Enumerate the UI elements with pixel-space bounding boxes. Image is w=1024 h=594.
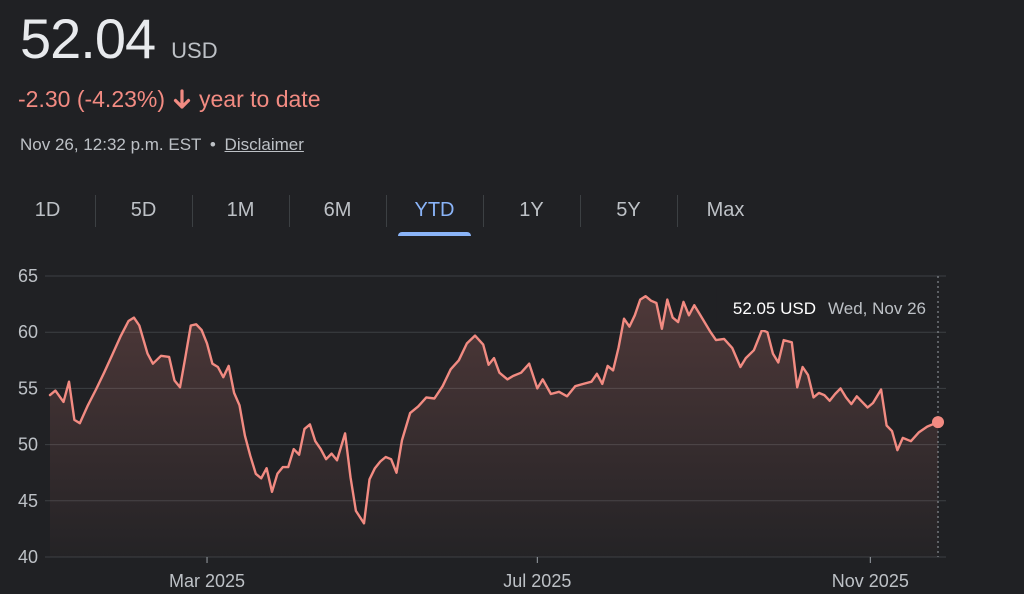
tab-5y[interactable]: 5Y: [580, 190, 677, 230]
tab-6m[interactable]: 6M: [289, 190, 386, 230]
tab-ytd[interactable]: YTD: [386, 190, 483, 236]
y-tick-label: 65: [18, 266, 38, 286]
range-tabs: 1D 5D 1M 6M YTD 1Y 5Y Max: [0, 190, 774, 236]
x-tick-label: Nov 2025: [832, 571, 909, 591]
change-summary: -2.30 (-4.23%) year to date: [18, 86, 320, 113]
meta-separator: •: [209, 135, 216, 154]
y-tick-label: 40: [18, 547, 38, 567]
y-tick-label: 45: [18, 491, 38, 511]
y-tick-label: 50: [18, 435, 38, 455]
y-tick-label: 60: [18, 322, 38, 342]
tab-max[interactable]: Max: [677, 190, 774, 230]
x-tick-label: Jul 2025: [503, 571, 571, 591]
currency-label: USD: [171, 38, 218, 63]
y-tick-label: 55: [18, 378, 38, 398]
quote-timestamp: Nov 26, 12:32 p.m. EST: [20, 135, 202, 154]
price-chart[interactable]: 65 60 55 50 45 40 Mar 2025 Jul 2025 Nov 2025 52.…: [0, 250, 1024, 594]
price-change: -2.30 (-4.23%): [18, 86, 166, 112]
tab-1d[interactable]: 1D: [34, 198, 61, 221]
price-header: 52.04 USD: [20, 6, 218, 71]
change-period: year to date: [199, 86, 321, 112]
price-line: [48, 295, 940, 525]
tab-1m[interactable]: 1M: [192, 190, 289, 230]
tooltip-date: Wed, Nov 26: [828, 299, 926, 318]
disclaimer-link[interactable]: Disclaimer: [224, 135, 304, 154]
arrow-down-icon: [173, 88, 191, 109]
x-tick-label: Mar 2025: [169, 571, 245, 591]
hover-tooltip: 52.05 USD Wed, Nov 26: [716, 288, 936, 330]
tab-5d[interactable]: 5D: [95, 190, 192, 230]
tooltip-value: 52.05 USD: [733, 299, 816, 318]
quote-meta: Nov 26, 12:32 p.m. EST • Disclaimer: [20, 135, 304, 155]
current-price: 52.04: [20, 7, 156, 70]
hover-point-marker: [932, 416, 944, 429]
price-area: [50, 296, 938, 557]
tab-1y[interactable]: 1Y: [483, 190, 580, 230]
